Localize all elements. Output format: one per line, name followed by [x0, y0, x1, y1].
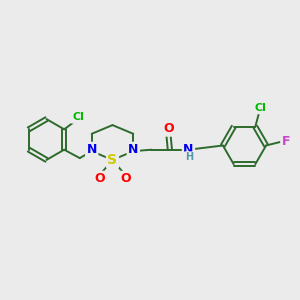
Text: N: N	[128, 143, 139, 156]
Text: O: O	[120, 172, 131, 185]
Text: N: N	[183, 143, 194, 156]
Text: H: H	[185, 152, 193, 163]
Text: O: O	[94, 172, 105, 185]
Text: N: N	[86, 143, 97, 156]
Text: Cl: Cl	[72, 112, 84, 122]
Text: F: F	[282, 135, 290, 148]
Text: S: S	[107, 153, 118, 167]
Text: O: O	[163, 122, 174, 135]
Text: Cl: Cl	[254, 103, 266, 113]
